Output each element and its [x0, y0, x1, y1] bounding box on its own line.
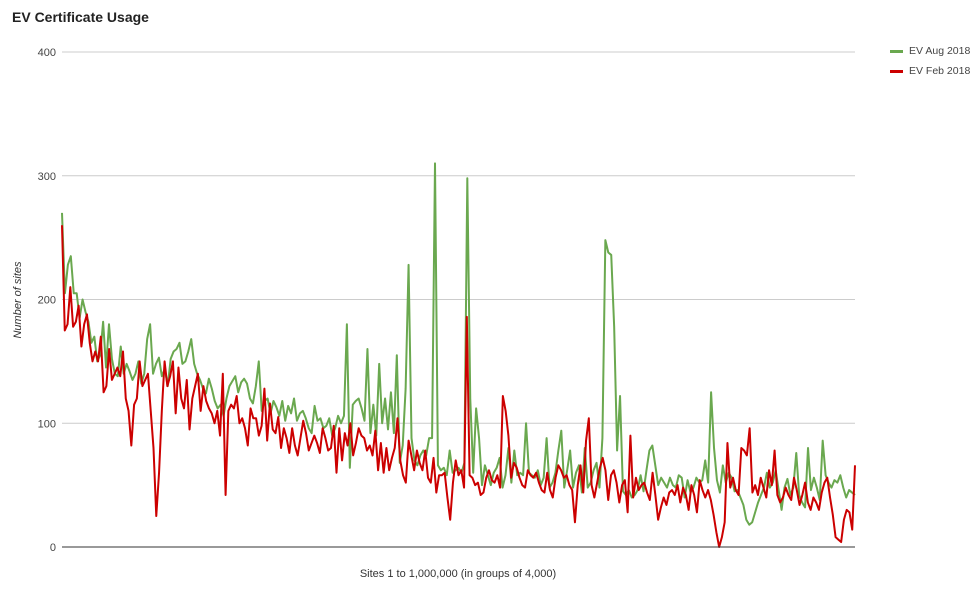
y-tick-label: 400: [38, 47, 56, 59]
series-line-ev-feb-2018: [61, 225, 856, 548]
y-tick-labels: 0 100 200 300 400: [38, 47, 56, 554]
legend-label-ev-feb-2018: EV Feb 2018: [909, 65, 971, 77]
series-line-ev-aug-2018: [61, 162, 856, 526]
y-tick-label: 100: [38, 418, 56, 430]
series-lines: [61, 162, 856, 548]
y-tick-label: 0: [50, 542, 56, 554]
y-tick-label: 200: [38, 295, 56, 307]
x-axis-label: Sites 1 to 1,000,000 (in groups of 4,000…: [360, 568, 556, 580]
y-axis-label: Number of sites: [12, 261, 24, 339]
y-tick-label: 300: [38, 171, 56, 183]
legend-label-ev-aug-2018: EV Aug 2018: [909, 45, 971, 57]
legend-swatch-ev-aug-2018: [890, 49, 903, 53]
chart-title: EV Certificate Usage: [12, 9, 149, 25]
gridlines: [62, 51, 855, 424]
legend-item-ev-feb-2018: EV Feb 2018: [890, 65, 970, 77]
legend-item-ev-aug-2018: EV Aug 2018: [890, 45, 970, 57]
legend-swatch-ev-feb-2018: [890, 69, 903, 73]
